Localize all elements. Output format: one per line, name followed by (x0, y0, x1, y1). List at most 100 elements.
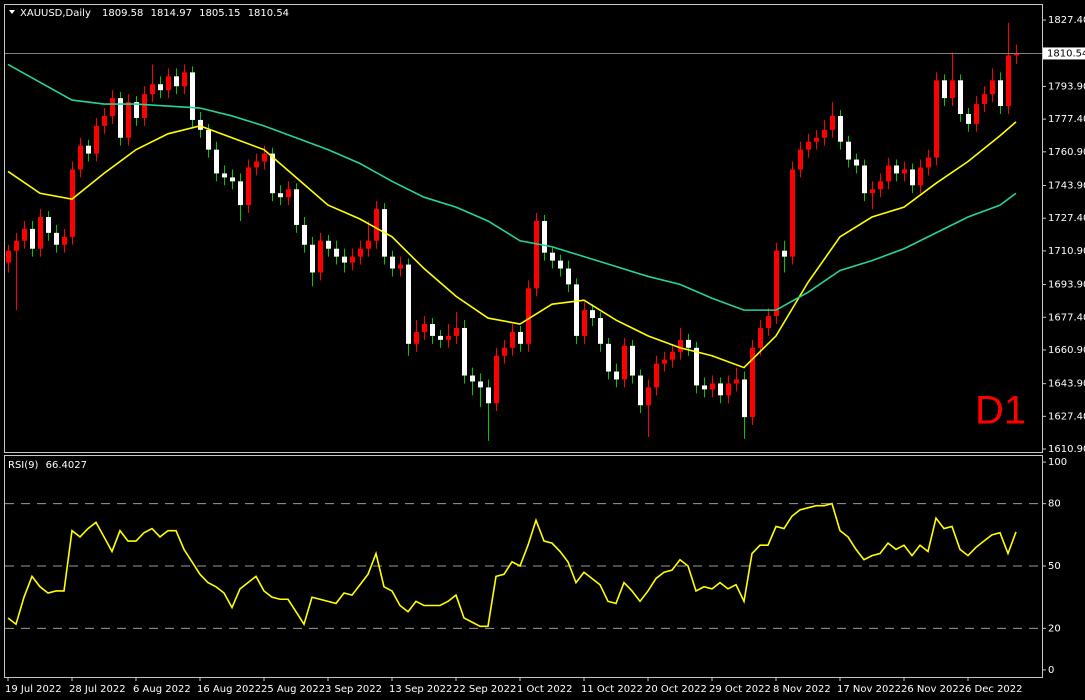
x-tick-label: 13 Sep 2022 (389, 684, 452, 695)
candle-body (582, 310, 587, 336)
x-tick-label: 20 Oct 2022 (645, 684, 707, 695)
candle-body (806, 141, 811, 150)
candle-body (822, 129, 827, 138)
x-tick-label: 29 Oct 2022 (709, 684, 771, 695)
candle-body (350, 256, 355, 263)
y-tick-label: 1743.90 (1048, 181, 1085, 192)
candle-body (462, 327, 467, 376)
candle-body (470, 375, 475, 382)
candle-body (134, 102, 139, 118)
x-tick-label: 6 Aug 2022 (133, 684, 191, 695)
candle-body (1014, 53, 1019, 56)
candle-body (390, 256, 395, 269)
candle-body (38, 217, 43, 249)
candle-body (838, 115, 843, 142)
candle-body (222, 173, 227, 178)
candle-body (302, 224, 307, 245)
candle-body (86, 145, 91, 154)
candle-body (990, 80, 995, 95)
x-tick-label: 6 Dec 2022 (965, 684, 1023, 695)
candle-body (982, 94, 987, 105)
candle-body (910, 169, 915, 186)
candle-body (6, 250, 11, 263)
candle-body (270, 153, 275, 194)
candle-body (286, 189, 291, 198)
y-tick-label: 50 (1048, 561, 1061, 572)
candle-body (190, 72, 195, 120)
candle-body (1006, 55, 1011, 107)
candle-body (662, 359, 667, 364)
candle-body (254, 161, 259, 168)
candle-body (510, 331, 515, 348)
candle-body (478, 381, 483, 388)
candle-body (606, 343, 611, 372)
candle-body (966, 113, 971, 124)
candle-body (846, 141, 851, 160)
candle-body (174, 76, 179, 87)
candle-body (566, 268, 571, 285)
candle-body (142, 94, 147, 118)
x-tick-label: 11 Oct 2022 (581, 684, 643, 695)
candle-body (102, 115, 107, 126)
y-tick-label: 20 (1048, 623, 1061, 634)
candle-body (430, 324, 435, 336)
y-tick-label: 0 (1048, 665, 1054, 676)
candle-body (414, 331, 419, 344)
candle-body (14, 240, 19, 251)
candle-body (70, 169, 75, 237)
menu-arrow[interactable] (9, 10, 15, 14)
candle-body (206, 129, 211, 150)
candle-body (374, 209, 379, 241)
candle-body (886, 165, 891, 182)
x-tick-label: 17 Nov 2022 (837, 684, 901, 695)
candle-body (774, 250, 779, 317)
y-tick-label: 1760.90 (1048, 147, 1085, 158)
candle-body (30, 228, 35, 249)
candle-body (294, 189, 299, 225)
candle-body (638, 375, 643, 406)
open: 1809.58 (102, 8, 143, 19)
candle-body (542, 220, 547, 253)
y-tick-label: 1677.40 (1048, 312, 1085, 323)
candle-body (126, 102, 131, 138)
candle-body (742, 379, 747, 418)
y-tick-label: 1643.90 (1048, 379, 1085, 390)
candle-body (558, 260, 563, 269)
candle-body (830, 115, 835, 130)
candle-body (950, 80, 955, 99)
candle-body (942, 80, 947, 99)
y-tick-label: 1710.90 (1048, 246, 1085, 257)
main-layer: 1827.40 1793.90 1777.40 1760.90 1743.90 1727.… (5, 15, 1085, 695)
moving-average (7, 63, 1017, 311)
candle-body (246, 167, 251, 206)
price-label-box (1043, 47, 1085, 60)
y-tick-label: 1777.40 (1048, 114, 1085, 125)
y-tick-label: 100 (1048, 457, 1067, 468)
candle-body (862, 165, 867, 194)
candle-body (310, 244, 315, 273)
candle-body (494, 355, 499, 404)
candle-body (590, 310, 595, 319)
y-tick-label: 1727.40 (1048, 213, 1085, 224)
candle-body (438, 335, 443, 340)
candle-body (110, 98, 115, 116)
x-tick-label: 16 Aug 2022 (197, 684, 261, 695)
y-tick-label: 1693.90 (1048, 280, 1085, 291)
candle-body (78, 145, 83, 170)
candle-body (54, 232, 59, 245)
rsi-line (7, 502, 1017, 628)
y-tick-label: 1660.90 (1048, 345, 1085, 356)
y-tick-label: 1627.40 (1048, 411, 1085, 422)
candle-body (118, 98, 123, 138)
x-tick-label: 19 Jul 2022 (5, 684, 62, 695)
moving-average (7, 121, 1017, 369)
candle-body (334, 248, 339, 257)
candle-body (94, 125, 99, 154)
candle-body (854, 159, 859, 166)
candle-body (926, 157, 931, 168)
candle-body (262, 153, 267, 162)
candle-body (278, 193, 283, 198)
candle-body (790, 169, 795, 257)
candle-body (454, 327, 459, 336)
